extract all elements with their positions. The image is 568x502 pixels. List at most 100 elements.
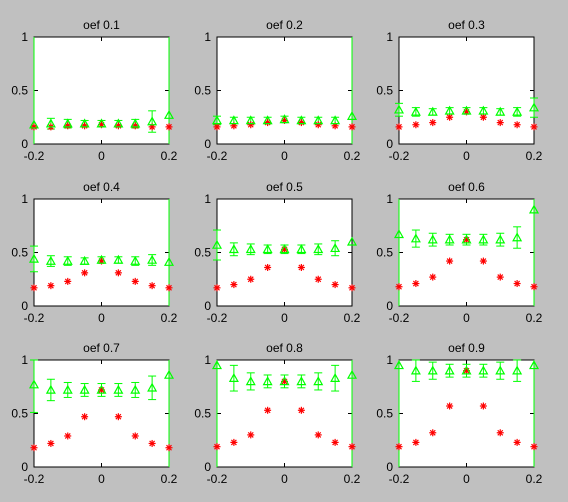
red-asterisk-point [114, 122, 122, 130]
red-asterisk-point [264, 263, 272, 271]
green-triangle-point [45, 118, 56, 128]
x-tick-label: -0.2 [207, 311, 228, 325]
x-tick-label: 0.2 [526, 472, 543, 486]
green-triangle-point [461, 234, 472, 244]
red-asterisk-point [429, 119, 437, 127]
panel-title: oef 0.2 [266, 18, 303, 32]
red-asterisk-point [264, 406, 272, 414]
x-tick-label: -0.2 [389, 472, 410, 486]
green-triangle-point [45, 384, 56, 394]
subplot-4: oef 0.4-0.2 0 0.200.51 [11, 180, 177, 325]
axes-frame [398, 198, 535, 307]
green-triangle-point [427, 106, 438, 116]
y-tick-label: 0.5 [11, 84, 28, 98]
y-tick-label: 1 [204, 353, 211, 367]
red-asterisk-point [395, 283, 403, 291]
asterisk-stroke [81, 122, 88, 129]
red-asterisk-point [47, 282, 55, 290]
red-asterisk-point [395, 123, 403, 131]
red-asterisk-point [412, 121, 420, 129]
green-triangle-point [228, 372, 239, 382]
green-triangle-point [262, 115, 273, 125]
green-triangle-point [410, 106, 421, 116]
green-triangle-point [28, 119, 40, 129]
asterisk-stroke [214, 123, 220, 130]
asterisk-stroke [429, 429, 436, 436]
red-asterisk-point [429, 273, 437, 281]
green-triangle-point [313, 244, 324, 254]
green-triangle-point [346, 236, 358, 246]
asterisk-stroke [480, 258, 487, 265]
panel-title: oef 0.1 [83, 18, 120, 32]
x-tick-label: 0 [281, 472, 288, 486]
x-tick-label: 0.2 [161, 472, 178, 486]
asterisk-stroke [315, 121, 322, 128]
asterisk-stroke [514, 439, 521, 446]
red-asterisk-point [131, 122, 139, 130]
asterisk-stroke [81, 269, 88, 276]
red-asterisk-point [412, 438, 420, 446]
subplot-1: oef 0.1-0.2 0 0.200.51 [11, 18, 177, 163]
red-asterisk-point [247, 275, 255, 283]
asterisk-stroke [349, 284, 355, 291]
green-triangle-point [444, 365, 455, 375]
green-triangle-point [410, 365, 421, 375]
subplot-5: oef 0.5-0.2 0 0.200.51 [194, 180, 360, 325]
green-triangle-point [427, 234, 438, 244]
green-triangle-point [62, 384, 73, 394]
asterisk-stroke [64, 433, 71, 439]
x-tick-label: 0 [98, 311, 105, 325]
green-triangle-point [28, 253, 40, 263]
red-asterisk-point [165, 444, 173, 452]
asterisk-stroke [81, 413, 88, 420]
red-asterisk-point [114, 413, 122, 421]
green-triangle-point [211, 239, 223, 249]
asterisk-stroke [47, 440, 54, 447]
green-triangle-point [262, 376, 273, 386]
asterisk-stroke [298, 264, 305, 271]
asterisk-stroke [149, 440, 156, 447]
red-asterisk-point [230, 281, 238, 289]
x-tick-label: 0.2 [161, 149, 178, 163]
x-tick-label: 0 [463, 472, 470, 486]
asterisk-stroke [115, 122, 122, 129]
y-tick-label: 0.5 [194, 407, 211, 421]
asterisk-stroke [230, 281, 237, 288]
asterisk-stroke [31, 123, 37, 130]
y-tick-label: 1 [21, 353, 28, 367]
green-triangle-point [512, 232, 523, 242]
asterisk-stroke [497, 119, 504, 126]
y-tick-label: 0.5 [11, 246, 28, 260]
green-triangle-point [163, 369, 175, 379]
asterisk-stroke [514, 121, 521, 128]
asterisk-stroke [497, 274, 504, 281]
asterisk-stroke [349, 443, 355, 450]
red-asterisk-point [314, 431, 322, 439]
asterisk-stroke [396, 123, 402, 130]
red-asterisk-point [446, 257, 454, 265]
green-triangle-point [478, 234, 489, 244]
green-triangle-point [163, 256, 175, 266]
red-asterisk-point [148, 439, 156, 447]
x-tick-label: 0.2 [344, 311, 361, 325]
y-tick-label: 0 [21, 137, 28, 151]
asterisk-stroke [531, 123, 537, 130]
red-asterisk-point [230, 438, 238, 446]
green-triangle-point [330, 115, 341, 125]
x-tick-label: 0 [463, 311, 470, 325]
red-asterisk-point [331, 281, 339, 289]
red-asterisk-point [148, 282, 156, 290]
green-triangle-point [495, 365, 506, 375]
red-asterisk-point [131, 277, 139, 285]
green-triangle-point [62, 255, 73, 265]
green-triangle-point [313, 376, 324, 386]
green-triangle-point [393, 229, 405, 239]
subplot-3: oef 0.3-0.2 0 0.200.51 [376, 18, 542, 163]
asterisk-stroke [446, 403, 453, 409]
asterisk-stroke [115, 413, 122, 420]
green-triangle-point [130, 255, 141, 265]
asterisk-stroke [47, 282, 54, 289]
green-triangle-point [478, 105, 489, 115]
asterisk-stroke [264, 407, 271, 414]
red-asterisk-point [64, 122, 72, 130]
